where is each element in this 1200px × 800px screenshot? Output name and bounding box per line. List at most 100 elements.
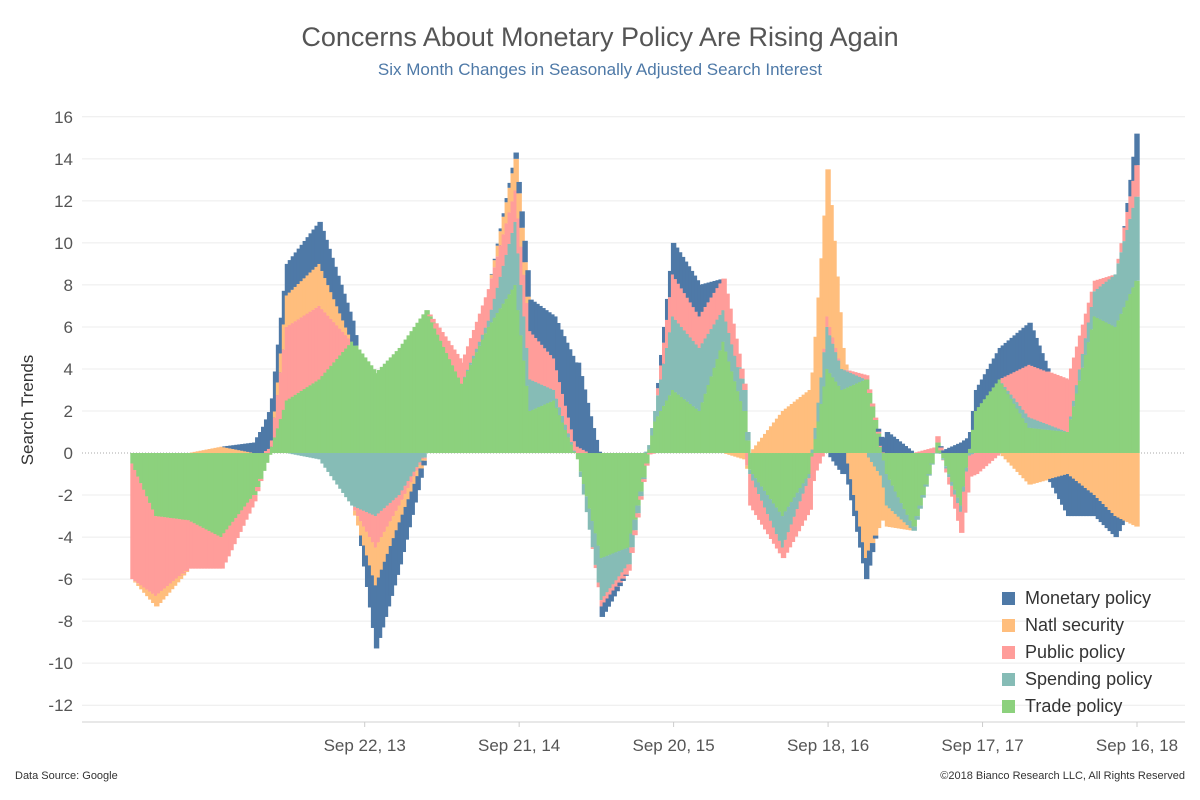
bar-trade-policy xyxy=(519,335,525,454)
bar-natl-security xyxy=(219,446,225,454)
bar-natl-security xyxy=(798,396,805,454)
bar-public-policy xyxy=(519,246,525,285)
bar-spending-policy xyxy=(1092,291,1099,317)
bar-natl-security xyxy=(323,278,329,313)
bar-spending-policy xyxy=(561,415,567,423)
legend-item-spending-policy[interactable]: Spending policy xyxy=(1002,666,1152,693)
bar-trade-policy xyxy=(290,396,297,454)
bar-public-policy xyxy=(507,212,513,244)
bar-public-policy xyxy=(240,510,246,526)
bar-natl-security xyxy=(1027,453,1033,485)
bar-public-policy xyxy=(338,328,344,356)
bar-spending-policy xyxy=(462,376,469,378)
bar-public-policy xyxy=(136,476,142,584)
bar-natl-security xyxy=(1107,453,1113,511)
bar-trade-policy xyxy=(941,453,947,459)
bar-trade-policy xyxy=(813,439,819,454)
bar-public-policy xyxy=(682,293,689,331)
bar-monetary-policy xyxy=(908,450,914,454)
bar-public-policy xyxy=(970,454,977,476)
bar-public-policy xyxy=(341,331,347,352)
bar-spending-policy xyxy=(881,460,888,488)
bar-spending-policy xyxy=(394,453,401,498)
bar-natl-security xyxy=(754,445,760,454)
bar-spending-policy xyxy=(590,521,597,548)
bar-natl-security xyxy=(275,382,282,396)
bar-natl-security xyxy=(415,470,421,477)
bar-trade-policy xyxy=(566,437,573,454)
bar-trade-policy xyxy=(213,453,219,535)
bar-spending-policy xyxy=(593,533,600,565)
bar-trade-policy xyxy=(944,453,950,467)
bar-trade-policy xyxy=(970,429,977,454)
bar-spending-policy xyxy=(825,326,831,369)
bar-trade-policy xyxy=(667,395,674,454)
bar-trade-policy xyxy=(846,387,852,454)
bar-monetary-policy xyxy=(1060,475,1066,505)
bar-natl-security xyxy=(168,583,175,590)
bar-natl-security xyxy=(896,516,903,529)
bar-trade-policy xyxy=(742,411,748,454)
bar-spending-policy xyxy=(534,382,540,409)
legend-item-natl-security[interactable]: Natl security xyxy=(1002,612,1152,639)
bar-monetary-policy xyxy=(1065,474,1072,517)
bar-public-policy xyxy=(1048,372,1054,426)
bar-monetary-policy xyxy=(1134,133,1140,166)
bar-trade-policy xyxy=(219,453,225,538)
bar-spending-policy xyxy=(813,427,819,440)
bar-public-policy xyxy=(160,516,166,591)
bar-trade-policy xyxy=(780,453,787,517)
bar-natl-security xyxy=(394,510,401,531)
bar-spending-policy xyxy=(587,508,594,530)
bar-public-policy xyxy=(647,453,653,455)
bar-public-policy xyxy=(614,580,620,587)
bar-natl-security xyxy=(347,334,353,339)
bar-trade-policy xyxy=(201,453,207,528)
bar-trade-policy xyxy=(896,453,903,498)
bar-public-policy xyxy=(881,452,888,454)
bar-trade-policy xyxy=(160,453,166,517)
bar-trade-policy xyxy=(721,341,727,454)
bar-monetary-policy xyxy=(507,182,513,188)
bar-monetary-policy xyxy=(243,443,249,452)
bar-trade-policy xyxy=(1107,323,1113,454)
bar-public-policy xyxy=(219,537,225,569)
bar-natl-security xyxy=(222,447,228,454)
bar-monetary-policy xyxy=(858,526,864,548)
bar-public-policy xyxy=(1134,165,1140,197)
bar-public-policy xyxy=(712,292,718,325)
bar-spending-policy xyxy=(929,463,935,465)
bar-monetary-policy xyxy=(947,447,953,454)
bar-natl-security xyxy=(207,449,213,454)
bar-public-policy xyxy=(875,431,882,434)
bar-trade-policy xyxy=(593,453,600,534)
bar-trade-policy xyxy=(427,316,433,454)
bar-monetary-policy xyxy=(308,233,314,273)
bar-monetary-policy xyxy=(382,561,389,617)
bar-natl-security xyxy=(284,295,291,327)
bar-spending-policy xyxy=(323,453,329,468)
bar-spending-policy xyxy=(356,453,362,509)
bar-spending-policy xyxy=(572,450,579,452)
bar-monetary-policy xyxy=(899,443,906,454)
bar-public-policy xyxy=(207,530,213,569)
bar-public-policy xyxy=(1051,373,1057,427)
bar-monetary-policy xyxy=(225,445,231,448)
bar-trade-policy xyxy=(154,453,160,517)
legend-item-monetary[interactable]: Monetary policy xyxy=(1002,585,1152,612)
bar-trade-policy xyxy=(451,365,457,454)
bar-public-policy xyxy=(468,338,475,363)
legend-item-public-policy[interactable]: Public policy xyxy=(1002,639,1152,666)
bar-public-policy xyxy=(959,511,965,533)
bar-natl-security xyxy=(825,169,831,317)
bar-trade-policy xyxy=(736,391,742,454)
legend-item-trade-policy[interactable]: Trade policy xyxy=(1002,693,1152,720)
bar-public-policy xyxy=(736,353,742,368)
bar-public-policy xyxy=(846,370,852,372)
bar-natl-security xyxy=(768,426,775,454)
bar-public-policy xyxy=(953,494,959,509)
bar-trade-policy xyxy=(1006,393,1012,454)
bar-public-policy xyxy=(768,520,775,539)
bar-trade-policy xyxy=(659,411,665,454)
bar-public-policy xyxy=(400,490,407,500)
